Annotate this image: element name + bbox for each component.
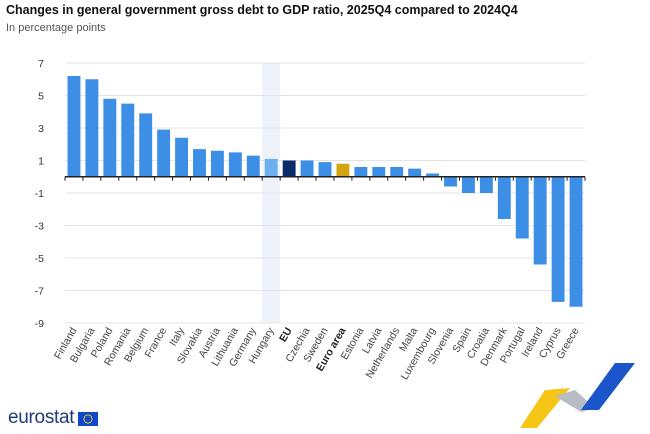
bar-euro-area[interactable]	[336, 163, 350, 177]
bar-ireland[interactable]	[533, 176, 547, 265]
y-tick-label: 5	[38, 91, 44, 103]
chart-title: Changes in general government gross debt…	[6, 3, 518, 17]
y-tick-label: 1	[38, 156, 44, 168]
y-tick-label: -9	[35, 318, 44, 330]
bar-finland[interactable]	[67, 76, 81, 177]
y-tick-label: 7	[38, 58, 44, 70]
bar-slovenia[interactable]	[444, 176, 457, 187]
bar-malta[interactable]	[408, 168, 422, 177]
y-tick-label: -5	[35, 253, 44, 265]
bar-germany[interactable]	[246, 155, 260, 177]
bar-luxembourg[interactable]	[426, 173, 440, 177]
bar-netherlands[interactable]	[390, 167, 404, 177]
bar-greece[interactable]	[569, 176, 583, 307]
bar-belgium[interactable]	[139, 113, 153, 177]
eurostat-logo-text: eurostat	[8, 407, 75, 428]
y-tick-label: -7	[35, 286, 44, 298]
bar-bulgaria[interactable]	[85, 79, 99, 177]
bar-lithuania[interactable]	[228, 152, 242, 177]
bar-latvia[interactable]	[372, 167, 386, 177]
bar-austria[interactable]	[210, 150, 224, 177]
bar-hungary[interactable]	[264, 158, 278, 177]
bar-poland[interactable]	[103, 98, 117, 177]
bar-czechia[interactable]	[300, 160, 314, 177]
eu-flag-icon	[78, 412, 99, 426]
bar-sweden[interactable]	[318, 162, 332, 177]
bar-romania[interactable]	[121, 103, 135, 177]
chart-subtitle: In percentage points	[6, 22, 106, 34]
bar-estonia[interactable]	[354, 167, 368, 177]
eurostat-logo: eurostat	[8, 407, 99, 429]
bar-chart: 7531-1-3-5-7-9FinlandBulgariaPolandRoman…	[35, 58, 586, 382]
bar-denmark[interactable]	[497, 176, 511, 219]
bar-croatia[interactable]	[479, 176, 493, 193]
y-tick-label: -3	[35, 221, 44, 233]
y-tick-label: 3	[38, 123, 44, 135]
bar-france[interactable]	[157, 129, 171, 177]
bar-portugal[interactable]	[515, 176, 529, 239]
bar-eu[interactable]	[282, 160, 296, 177]
bar-spain[interactable]	[461, 176, 475, 193]
decorative-swoosh-icon	[520, 363, 635, 428]
y-tick-label: -1	[35, 188, 44, 200]
bar-slovakia[interactable]	[193, 149, 206, 177]
bar-cyprus[interactable]	[551, 176, 565, 302]
bar-italy[interactable]	[175, 137, 189, 177]
